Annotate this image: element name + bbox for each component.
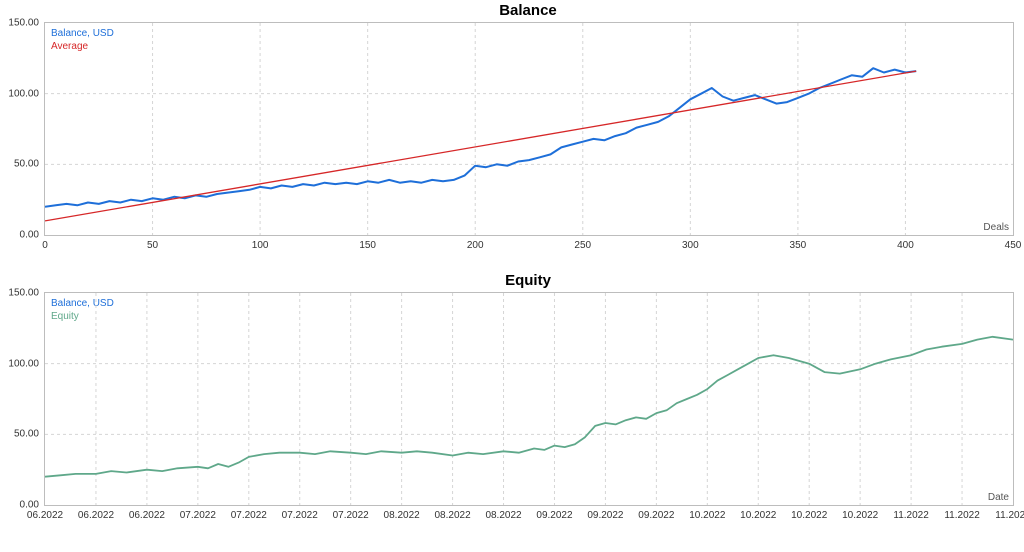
y-tick-label: 150.00 [8,288,39,299]
equity-chart: Equity0.0050.00100.00150.0006.202206.202… [44,270,1012,506]
y-tick-label: 50.00 [14,429,39,440]
x-tick-label: 50 [147,240,158,251]
x-tick-label: 150 [359,240,376,251]
x-tick-label: 100 [252,240,269,251]
x-tick-label: 06.2022 [129,510,165,521]
x-tick-label: 11.2022 [944,510,979,521]
y-axis: 0.0050.00100.00150.00 [3,23,43,235]
y-tick-label: 100.00 [8,88,39,99]
x-tick-label: 10.2022 [791,510,827,521]
y-tick-label: 150.00 [8,18,39,29]
x-tick-label: 350 [790,240,807,251]
x-tick-label: 06.2022 [27,510,63,521]
y-tick-label: 50.00 [14,159,39,170]
x-tick-label: 07.2022 [282,510,318,521]
chart-title: Equity [44,270,1012,292]
x-axis: 050100150200250300350400450 [45,237,1013,257]
series-line-equity [45,337,1013,477]
x-tick-label: 300 [682,240,699,251]
x-tick-label: 08.2022 [384,510,420,521]
chart-plot-area: 0.0050.00100.00150.000501001502002503003… [44,22,1014,236]
x-tick-label: 06.2022 [78,510,114,521]
x-tick-label: 09.2022 [638,510,674,521]
chart-svg [45,293,1013,505]
balance-chart: Balance0.0050.00100.00150.00050100150200… [44,0,1012,236]
x-tick-label: 200 [467,240,484,251]
y-tick-label: 0.00 [20,500,39,511]
x-tick-label: 0 [42,240,48,251]
x-tick-label: 07.2022 [231,510,267,521]
chart-svg [45,23,1013,235]
x-tick-label: 08.2022 [485,510,521,521]
x-tick-label: 10.2022 [740,510,776,521]
x-tick-label: 07.2022 [333,510,369,521]
x-tick-label: 09.2022 [536,510,572,521]
series-line-balance [45,68,916,207]
x-tick-label: 08.2022 [435,510,471,521]
chart-title: Balance [44,0,1012,22]
x-tick-label: 10.2022 [842,510,878,521]
y-tick-label: 0.00 [20,230,39,241]
x-tick-label: 11.2022 [893,510,928,521]
x-tick-label: 11.2022 [995,510,1024,521]
x-axis: 06.202206.202206.202207.202207.202207.20… [45,507,1013,527]
x-tick-label: 400 [897,240,914,251]
x-tick-label: 10.2022 [689,510,725,521]
x-tick-label: 09.2022 [587,510,623,521]
y-tick-label: 100.00 [8,358,39,369]
series-line-average [45,71,916,221]
y-axis: 0.0050.00100.00150.00 [3,293,43,505]
x-tick-label: 07.2022 [180,510,216,521]
x-tick-label: 250 [574,240,591,251]
chart-plot-area: 0.0050.00100.00150.0006.202206.202206.20… [44,292,1014,506]
x-tick-label: 450 [1005,240,1022,251]
